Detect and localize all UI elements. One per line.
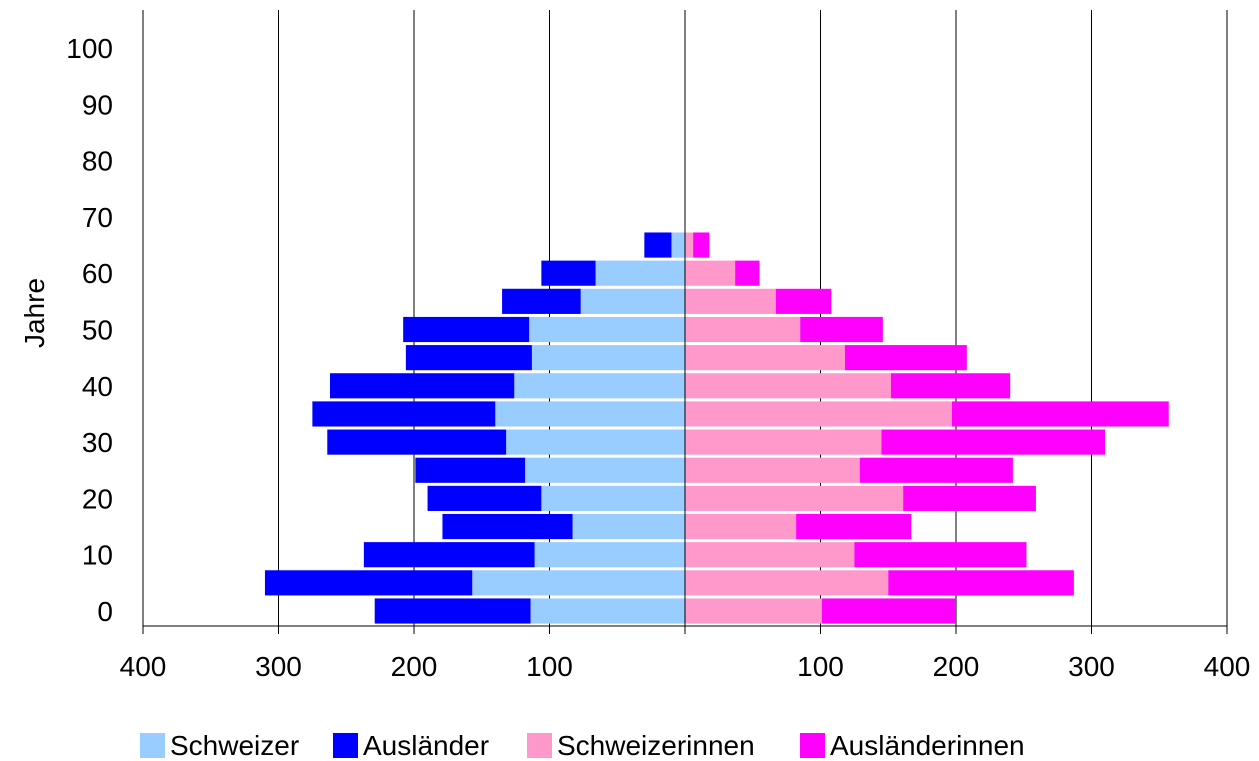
- bar-auslnder: [427, 485, 542, 511]
- x-tick-label: 100: [526, 651, 573, 682]
- bar-auslnderinnen: [844, 345, 967, 371]
- x-tick-label: 400: [120, 651, 167, 682]
- y-tick-label: 90: [82, 89, 113, 120]
- bar-auslnderinnen: [821, 598, 956, 624]
- bar-auslnderinnen: [890, 373, 1011, 399]
- legend-label-schweizerinnen: Schweizerinnen: [557, 730, 755, 761]
- bar-auslnder: [502, 288, 581, 314]
- bar-schweizerinnen: [685, 429, 882, 455]
- y-tick-label: 70: [82, 202, 113, 233]
- x-tick-label: 200: [391, 651, 438, 682]
- bar-auslnderinnen: [854, 542, 1027, 568]
- bar-schweizerinnen: [685, 401, 952, 427]
- y-tick-label: 10: [82, 540, 113, 571]
- bar-schweizer: [525, 457, 685, 483]
- bar-schweizerinnen: [685, 288, 776, 314]
- bar-auslnderinnen: [859, 457, 1013, 483]
- y-tick-label: 100: [66, 33, 113, 64]
- bar-auslnderinnen: [693, 232, 710, 258]
- bar-auslnderinnen: [800, 316, 883, 343]
- bar-schweizer: [534, 542, 685, 568]
- bar-auslnder: [403, 316, 530, 343]
- bar-schweizerinnen: [685, 542, 855, 568]
- bar-auslnderinnen: [903, 485, 1036, 511]
- bar-schweizer: [530, 598, 685, 624]
- bar-schweizerinnen: [685, 598, 822, 624]
- bar-schweizerinnen: [685, 485, 904, 511]
- bar-auslnderinnen: [796, 513, 912, 540]
- x-tick-label: 300: [1068, 651, 1115, 682]
- bar-schweizerinnen: [685, 260, 736, 286]
- bar-schweizerinnen: [685, 457, 860, 483]
- bar-schweizerinnen: [685, 570, 889, 596]
- bar-schweizer: [506, 429, 685, 455]
- legend-swatch-schweizer: [140, 733, 165, 758]
- bar-schweizer: [495, 401, 685, 427]
- legend-label-schweizer: Schweizer: [170, 730, 299, 761]
- bar-auslnderinnen: [775, 288, 832, 314]
- bar-auslnderinnen: [881, 429, 1106, 455]
- bars: [264, 232, 1169, 624]
- bar-auslnder: [374, 598, 531, 624]
- axes: [142, 10, 1228, 634]
- y-tick-labels: 0 10 20 30 40 50 60 70 80 90 100: [66, 33, 113, 627]
- bar-auslnder: [405, 345, 532, 371]
- x-tick-label: 200: [933, 651, 980, 682]
- bar-auslnder: [363, 542, 535, 568]
- legend: Schweizer Ausländer Schweizerinnen Auslände…: [140, 730, 1025, 761]
- bar-auslnder: [327, 429, 507, 455]
- bar-auslnderinnen: [951, 401, 1169, 427]
- legend-swatch-auslnderinnen: [800, 733, 825, 758]
- x-tick-labels: 400 300 200 100 100 200 300 400: [120, 651, 1251, 682]
- bar-schweizer: [531, 345, 685, 371]
- y-tick-label: 0: [97, 596, 113, 627]
- bar-schweizer: [529, 316, 685, 343]
- x-tick-label: 400: [1204, 651, 1251, 682]
- y-tick-label: 40: [82, 371, 113, 402]
- bar-schweizer: [541, 485, 685, 511]
- bar-auslnder: [415, 457, 526, 483]
- bar-auslnder: [329, 373, 515, 399]
- x-tick-label: 100: [797, 651, 844, 682]
- bar-auslnder: [541, 260, 596, 286]
- legend-label-auslnder: Ausländer: [363, 730, 489, 761]
- x-tick-label: 300: [255, 651, 302, 682]
- bar-schweizerinnen: [685, 316, 801, 343]
- legend-swatch-schweizerinnen: [527, 733, 552, 758]
- bar-auslnder: [442, 513, 573, 540]
- y-tick-label: 50: [82, 315, 113, 346]
- y-axis-label: Jahre: [19, 278, 50, 348]
- bar-schweizer: [595, 260, 685, 286]
- bar-auslnderinnen: [888, 570, 1074, 596]
- bar-schweizerinnen: [685, 513, 797, 540]
- y-tick-label: 80: [82, 146, 113, 177]
- bar-auslnderinnen: [735, 260, 760, 286]
- bar-auslnder: [644, 232, 672, 258]
- bar-schweizer: [472, 570, 685, 596]
- bar-schweizerinnen: [685, 373, 891, 399]
- legend-label-auslnderinnen: Ausländerinnen: [830, 730, 1025, 761]
- bar-auslnder: [312, 401, 496, 427]
- legend-swatch-auslnder: [333, 733, 358, 758]
- bar-schweizer: [514, 373, 685, 399]
- y-tick-label: 60: [82, 258, 113, 289]
- bar-schweizerinnen: [685, 345, 845, 371]
- bar-auslnder: [264, 570, 473, 596]
- y-tick-label: 30: [82, 427, 113, 458]
- bar-schweizer: [580, 288, 685, 314]
- bar-schweizerinnen: [685, 232, 694, 258]
- bar-schweizer: [572, 513, 685, 540]
- bar-schweizer: [671, 232, 685, 258]
- y-tick-label: 20: [82, 483, 113, 514]
